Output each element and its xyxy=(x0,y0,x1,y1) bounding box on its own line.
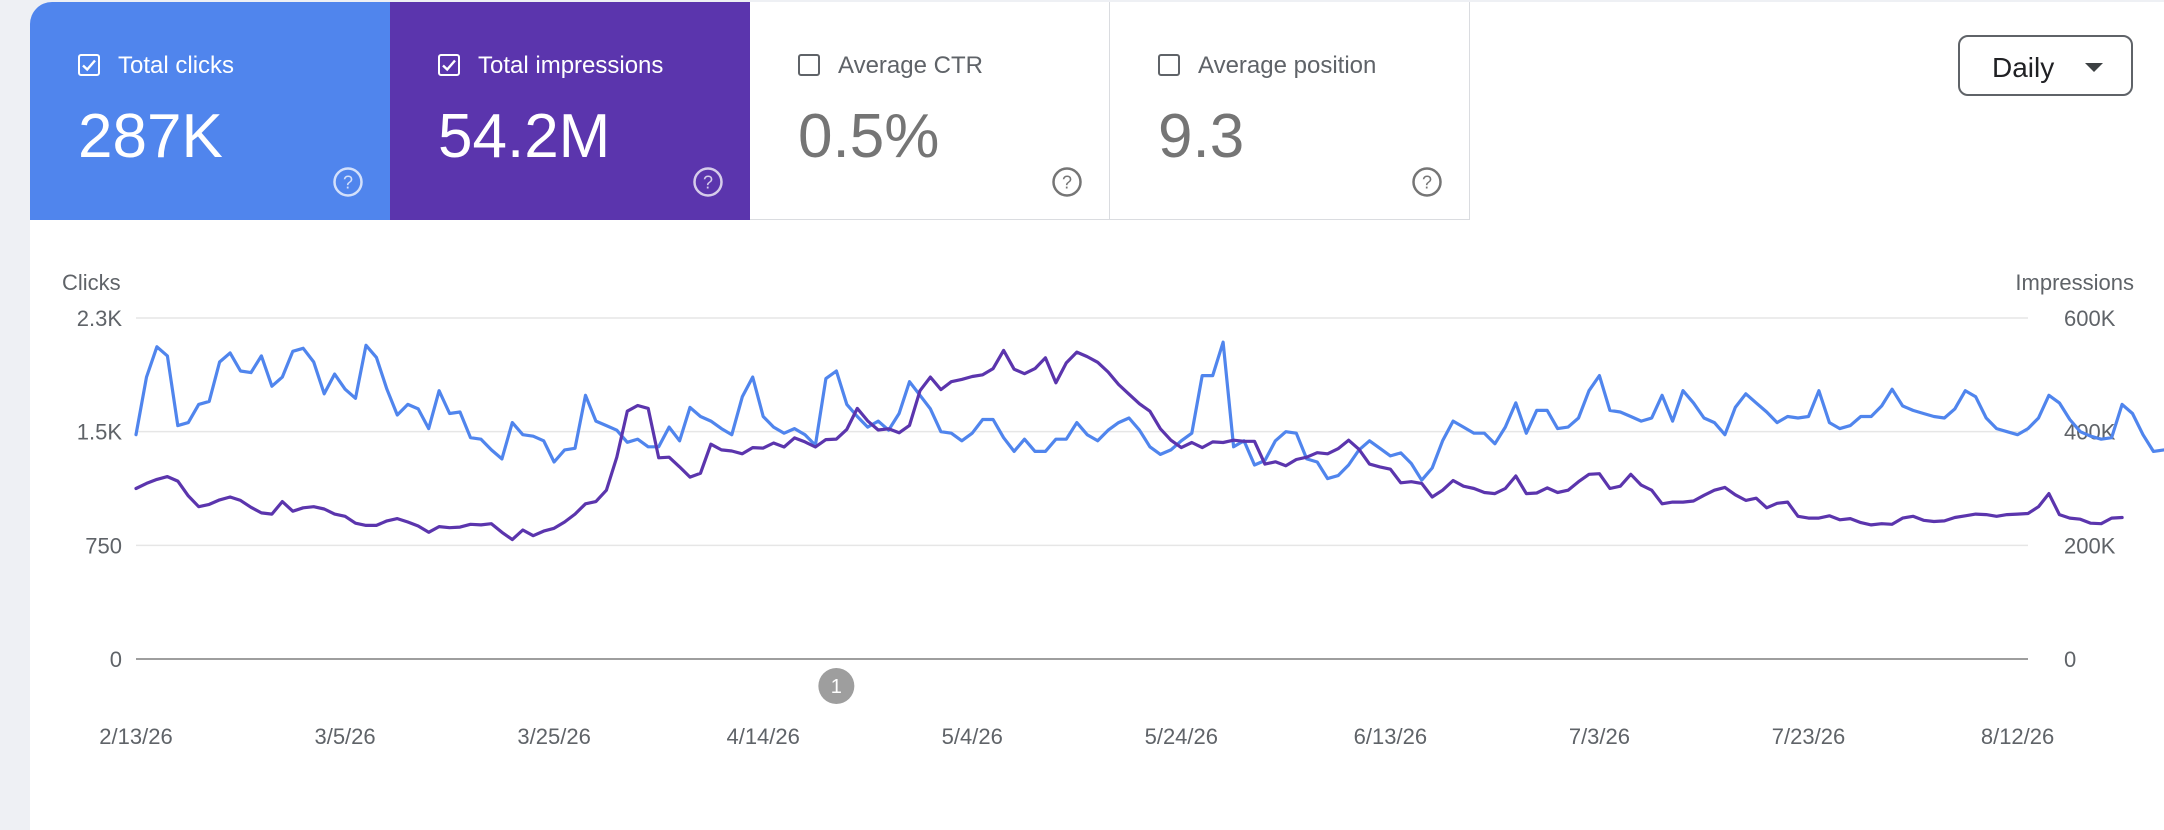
average-position-label: Average position xyxy=(1198,52,1377,79)
annotation-label: 1 xyxy=(831,676,842,698)
x-tick-label: 5/24/26 xyxy=(1145,724,1218,749)
x-tick-label: 4/14/26 xyxy=(726,724,799,749)
total-impressions-value: 54.2M xyxy=(438,102,611,171)
x-tick-label: 6/13/26 xyxy=(1354,724,1427,749)
average-ctr-label: Average CTR xyxy=(838,52,983,79)
impressions-series-line xyxy=(134,348,2124,542)
average-position-card[interactable]: Average position 9.3 ? xyxy=(1110,2,1470,220)
x-tick-label: 3/5/26 xyxy=(314,724,375,749)
y-right-tick-label: 600K xyxy=(2064,306,2116,331)
y-left-tick-label: 750 xyxy=(85,533,122,558)
svg-text:?: ? xyxy=(703,173,713,193)
x-tick-label: 3/25/26 xyxy=(517,724,590,749)
total-clicks-card[interactable]: Total clicks 287K ? xyxy=(30,2,390,220)
svg-text:?: ? xyxy=(343,173,353,193)
period-dropdown-value: Daily xyxy=(1992,52,2055,83)
y-left-tick-label: 0 xyxy=(110,647,122,672)
checkbox-icon[interactable] xyxy=(438,54,460,76)
average-ctr-card[interactable]: Average CTR 0.5% ? xyxy=(750,2,1110,220)
y-left-axis-title: Clicks xyxy=(62,270,121,295)
checkbox-icon[interactable] xyxy=(78,54,100,76)
x-tick-label: 5/4/26 xyxy=(942,724,1003,749)
metric-cards: Total clicks 287K ? Total impressions 54… xyxy=(30,2,1470,220)
x-tick-label: 7/23/26 xyxy=(1772,724,1845,749)
caret-down-icon xyxy=(2085,63,2103,72)
x-tick-label: 7/3/26 xyxy=(1569,724,1630,749)
svg-text:?: ? xyxy=(1422,173,1432,193)
y-right-axis-title: Impressions xyxy=(2015,270,2134,295)
total-impressions-label: Total impressions xyxy=(478,52,664,79)
checkbox-icon[interactable] xyxy=(1158,54,1180,76)
total-impressions-card[interactable]: Total impressions 54.2M ? xyxy=(390,2,750,220)
svg-text:?: ? xyxy=(1062,173,1072,193)
help-circle-icon[interactable]: ? xyxy=(1051,166,1083,198)
period-dropdown[interactable]: Daily xyxy=(1958,35,2133,96)
annotation-marker xyxy=(818,668,855,704)
help-circle-icon[interactable]: ? xyxy=(332,166,364,198)
help-circle-icon[interactable]: ? xyxy=(1411,166,1443,198)
average-ctr-value: 0.5% xyxy=(798,102,940,171)
y-right-tick-label: 200K xyxy=(2064,533,2116,558)
clicks-series-line xyxy=(134,340,2164,482)
total-clicks-value: 287K xyxy=(78,102,223,171)
x-tick-label: 8/12/26 xyxy=(1981,724,2054,749)
help-circle-icon[interactable]: ? xyxy=(692,166,724,198)
y-left-tick-label: 2.3K xyxy=(77,306,123,331)
y-left-tick-label: 1.5K xyxy=(77,420,123,445)
y-right-tick-label: 0 xyxy=(2064,647,2076,672)
checkbox-icon[interactable] xyxy=(798,54,820,76)
x-tick-label: 2/13/26 xyxy=(99,724,172,749)
total-clicks-label: Total clicks xyxy=(118,52,235,79)
average-position-value: 9.3 xyxy=(1158,102,1245,171)
